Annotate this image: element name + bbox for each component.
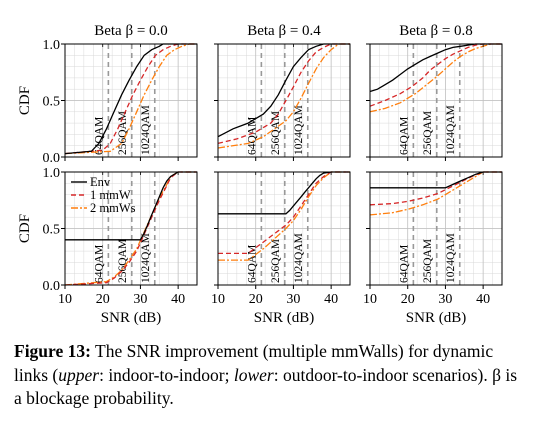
ref-label-1024qam: 1024QAM <box>140 105 152 155</box>
x-tick-label: 10 <box>363 292 377 307</box>
series-line-mw2 <box>369 171 502 216</box>
x-tick-label: 20 <box>249 292 263 307</box>
x-tick-label: 40 <box>171 292 185 307</box>
caption-text-1: The SNR improvement (multiple mmWalls) f… <box>14 341 494 385</box>
y-tick-label: 0.0 <box>43 279 61 294</box>
y-tick-label: 0.5 <box>43 95 61 110</box>
legend-label-mw2: 2 mmWs <box>90 201 136 215</box>
caption-upper: upper <box>58 364 100 385</box>
caption-text-3: : outdoor-to-indoor scenarios). β is a b… <box>14 364 518 409</box>
ref-label-1024qam: 1024QAM <box>293 233 305 283</box>
series-line-mw2 <box>218 171 350 261</box>
x-tick-label: 10 <box>58 292 72 307</box>
series-line-env <box>369 43 502 93</box>
series-line-mw1 <box>369 43 502 107</box>
y-tick-label: 0.5 <box>43 223 61 238</box>
y-tick-label: 1.0 <box>43 38 61 53</box>
panel-title: Beta β = 0.8 <box>399 23 473 39</box>
ref-label-64qam: 64QAM <box>398 117 410 155</box>
caption-lower: lower <box>233 364 274 385</box>
series-line-env <box>64 43 197 155</box>
caption-text-2: : indoor-to-indoor; <box>99 364 234 385</box>
ref-label-64qam: 64QAM <box>93 245 105 283</box>
legend-label-mw1: 1 mmW <box>90 188 131 202</box>
x-tick-label: 40 <box>476 292 490 307</box>
ref-label-256qam: 256QAM <box>270 111 282 155</box>
ref-label-1024qam: 1024QAM <box>445 233 457 283</box>
ref-label-1024qam: 1024QAM <box>140 233 152 283</box>
y-tick-label: 0.0 <box>43 151 61 166</box>
series-line-mw1 <box>218 171 350 255</box>
chart-upper-middle: 64QAM 256QAM 1024QAM Beta β = 0.4 <box>214 23 351 161</box>
y-axis-label: CDF <box>17 86 33 115</box>
series-line-env <box>65 171 197 241</box>
panel-title: Beta β = 0.0 <box>94 23 168 39</box>
ref-label-256qam: 256QAM <box>270 239 282 283</box>
x-axis-label: SNR (dB) <box>101 310 161 326</box>
figure-canvas: 64QAM 256QAM 1024QAM 0.0 0.5 1.0 Beta β = 0.0 C… <box>17 23 503 326</box>
ref-label-256qam: 256QAM <box>422 111 434 155</box>
ref-label-64qam: 64QAM <box>398 245 410 283</box>
series-line-mw1 <box>64 43 197 155</box>
ref-label-256qam: 256QAM <box>422 239 434 283</box>
ref-label-256qam: 256QAM <box>117 239 129 283</box>
y-tick-label: 1.0 <box>43 166 61 181</box>
x-axis-label: SNR (dB) <box>406 310 466 326</box>
panel-title: Beta β = 0.4 <box>247 23 321 39</box>
caption-label: Figure 13: <box>14 341 91 361</box>
chart-upper-right: 64QAM 256QAM 1024QAM Beta β = 0.8 <box>366 23 503 161</box>
x-tick-label: 30 <box>133 292 147 307</box>
chart-lower-right: 64QAM 256QAM 1024QAM 10 20 30 40 SNR (dB) <box>363 171 503 326</box>
series-line-env <box>217 43 350 138</box>
series-line-mw2 <box>64 43 197 155</box>
series-line-env <box>218 171 350 215</box>
ref-label-1024qam: 1024QAM <box>293 105 305 155</box>
x-tick-label: 30 <box>438 292 452 307</box>
series-line-mw1 <box>217 43 350 145</box>
series-line-mw2 <box>369 43 502 113</box>
series-line-mw2 <box>217 43 350 149</box>
x-tick-label: 20 <box>96 292 110 307</box>
x-tick-label: 10 <box>211 292 225 307</box>
y-axis-label: CDF <box>17 214 33 243</box>
legend-label-env: Env <box>90 175 111 189</box>
x-tick-label: 20 <box>401 292 415 307</box>
x-tick-label: 30 <box>286 292 300 307</box>
chart-lower-left: 64QAM 256QAM 1024QAM 0.0 0.5 1.0 10 20 30 40 CDF SN… <box>17 166 198 326</box>
x-axis-label: SNR (dB) <box>254 310 314 326</box>
ref-label-64qam: 64QAM <box>246 117 258 155</box>
figure-caption: Figure 13: The SNR improvement (multiple… <box>14 340 526 411</box>
x-tick-label: 40 <box>324 292 338 307</box>
ref-label-1024qam: 1024QAM <box>445 105 457 155</box>
